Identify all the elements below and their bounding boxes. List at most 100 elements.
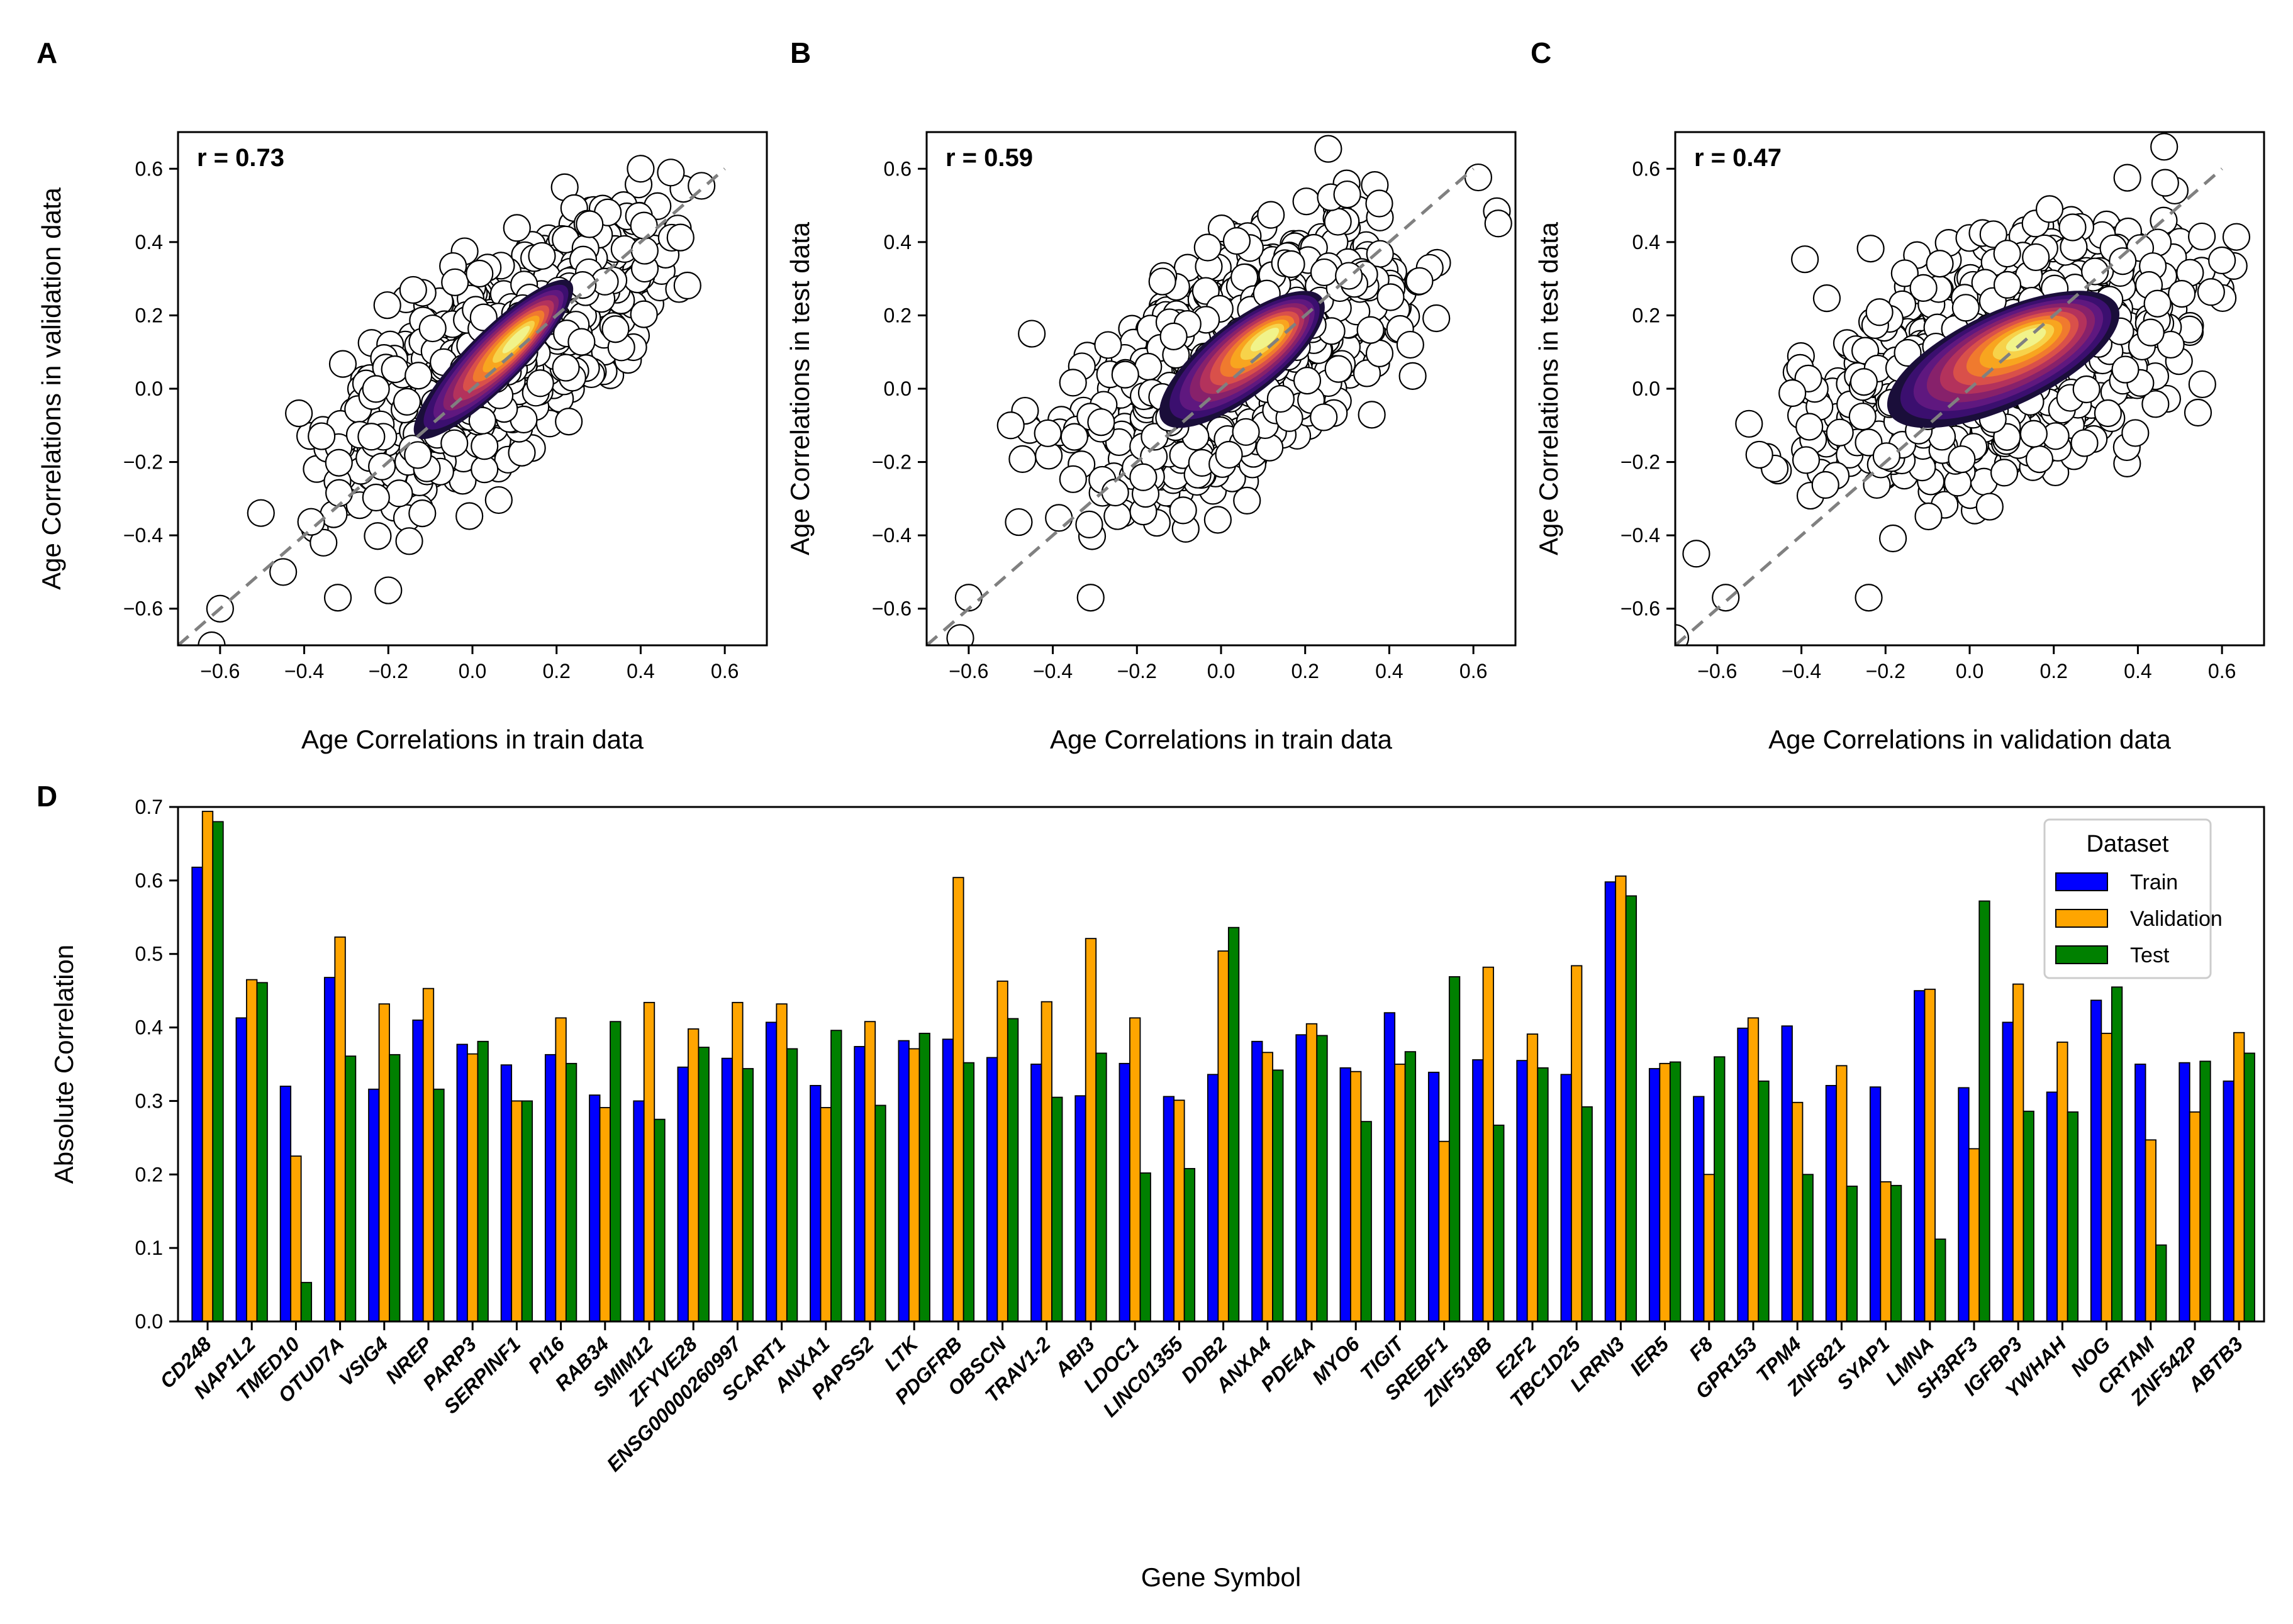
bar-validation: [643, 1001, 656, 1322]
scatter-point: [1791, 245, 1819, 274]
bar-train: [765, 1021, 778, 1322]
scatter-point: [1848, 403, 1877, 431]
bar-train: [1251, 1040, 1263, 1322]
bar-train: [1825, 1084, 1838, 1322]
bar-validation: [246, 979, 258, 1322]
scatter-point: [399, 275, 427, 304]
bar-validation: [1305, 1023, 1318, 1322]
bar-train: [1693, 1096, 1705, 1322]
scatter-point: [1129, 463, 1158, 491]
scatter-point: [2035, 195, 2064, 223]
bar-train: [544, 1054, 557, 1322]
y-tick-label: 0.2: [135, 1163, 163, 1186]
scatter-point: [1856, 235, 1885, 263]
scatter-point: [1324, 355, 1353, 383]
scatter-point: [1975, 492, 2004, 521]
scatter-point: [1310, 258, 1339, 287]
x-tick-label: −0.6: [200, 660, 240, 682]
scatter-point: [1257, 201, 1285, 229]
bar-train: [677, 1066, 689, 1322]
r-annotation-b: r = 0.59: [946, 144, 1033, 172]
bar-validation: [1261, 1052, 1273, 1322]
scatter-point: [2019, 420, 2048, 448]
scatter-point: [1926, 250, 1954, 278]
gene-tick-label: VSIG4: [335, 1332, 393, 1390]
bar-validation: [422, 987, 435, 1322]
legend-swatch-validation: [2055, 909, 2108, 928]
scatter-point: [395, 527, 423, 555]
scatter-point: [2070, 429, 2099, 457]
scatter-point: [601, 315, 630, 343]
r-annotation-a: r = 0.73: [197, 144, 284, 172]
scatter-point: [1979, 220, 2007, 248]
y-tick-label: 0.7: [135, 796, 163, 818]
x-tick-label: 0.6: [1459, 660, 1487, 682]
x-tick-label: 0.2: [542, 660, 570, 682]
y-tick-label: −0.6: [1621, 598, 1660, 620]
x-tick-label: 0.6: [2208, 660, 2236, 682]
bar-test: [654, 1118, 666, 1322]
scatter-point: [2168, 280, 2196, 308]
x-tick-label: −0.6: [1697, 660, 1737, 682]
legend: Dataset Train Validation Test: [2043, 818, 2223, 979]
bar-test: [1890, 1184, 1902, 1322]
scatter-point: [418, 314, 447, 343]
scatter-point: [2136, 318, 2165, 347]
bar-validation: [2056, 1042, 2068, 1322]
bar-validation: [1217, 950, 1229, 1322]
scatter-point: [1148, 267, 1176, 296]
bar-validation: [1792, 1101, 1804, 1322]
bar-validation: [511, 1100, 523, 1322]
y-tick-label: −0.2: [1621, 451, 1660, 474]
bar-test: [1404, 1051, 1417, 1322]
bar-validation: [2101, 1033, 2112, 1322]
scatter-point: [1076, 584, 1105, 612]
scatter-point: [1292, 187, 1320, 216]
bar-test: [1272, 1069, 1284, 1322]
scatter-point: [1464, 163, 1493, 192]
bar-train: [1648, 1068, 1661, 1322]
scatter-point: [484, 486, 513, 514]
bar-chart-frame: [177, 806, 2265, 1323]
scatter-point: [1993, 240, 2021, 268]
scatter-c-diagonal: [1675, 167, 2223, 645]
bar-chart-bars: [191, 811, 2255, 1322]
scatter-point: [1675, 624, 1690, 645]
bar-train: [1163, 1096, 1175, 1322]
bar-chart-yticks: 0.0 0.1 0.2 0.3 0.4 0.5 0.6 0.7: [135, 796, 178, 1333]
scatter-panel-b: B −0.6 −0.4 −0.2 0.0 0.2 0.4 0.6 −0.6 −0.4 −0.2 0…: [785, 36, 1517, 754]
scatter-point: [1735, 409, 1763, 438]
scatter-a-plot-area: [178, 155, 726, 645]
bar-test: [1802, 1174, 1814, 1322]
x-tick-label: −0.2: [1117, 660, 1157, 682]
scatter-point: [1365, 189, 1393, 218]
bar-y-axis-label: Absolute Correlation: [49, 945, 79, 1184]
scatter-point: [1215, 440, 1243, 469]
bar-test: [1095, 1052, 1107, 1322]
scatter-point: [323, 584, 352, 612]
scatter-point: [630, 236, 659, 265]
density-contour-level: [502, 326, 530, 353]
scatter-point: [1745, 440, 1773, 469]
bar-validation: [1438, 1140, 1450, 1322]
scatter-point: [1990, 459, 2019, 487]
scatter-point: [1203, 506, 1232, 534]
y-tick-label: 0.6: [135, 157, 163, 180]
density-contour-level: [1250, 328, 1280, 352]
x-tick-label: −0.2: [1866, 660, 1905, 682]
bar-validation: [2012, 983, 2024, 1322]
scatter-point: [404, 441, 432, 469]
scatter-a-diagonal: [178, 167, 726, 645]
scatter-point: [2208, 246, 2236, 275]
scatter-point: [374, 576, 403, 604]
y-tick-label: 0.2: [884, 304, 912, 326]
x-axis-label-a: Age Correlations in train data: [301, 725, 644, 754]
bar-validation: [1085, 938, 1097, 1322]
scatter-point: [1222, 226, 1251, 255]
bar-test: [1183, 1168, 1196, 1322]
y-tick-label: 0.4: [135, 1016, 163, 1039]
bar-train: [1074, 1095, 1086, 1322]
scatter-point: [2094, 399, 2122, 428]
scatter-point: [508, 438, 536, 467]
scatter-point: [666, 223, 695, 252]
